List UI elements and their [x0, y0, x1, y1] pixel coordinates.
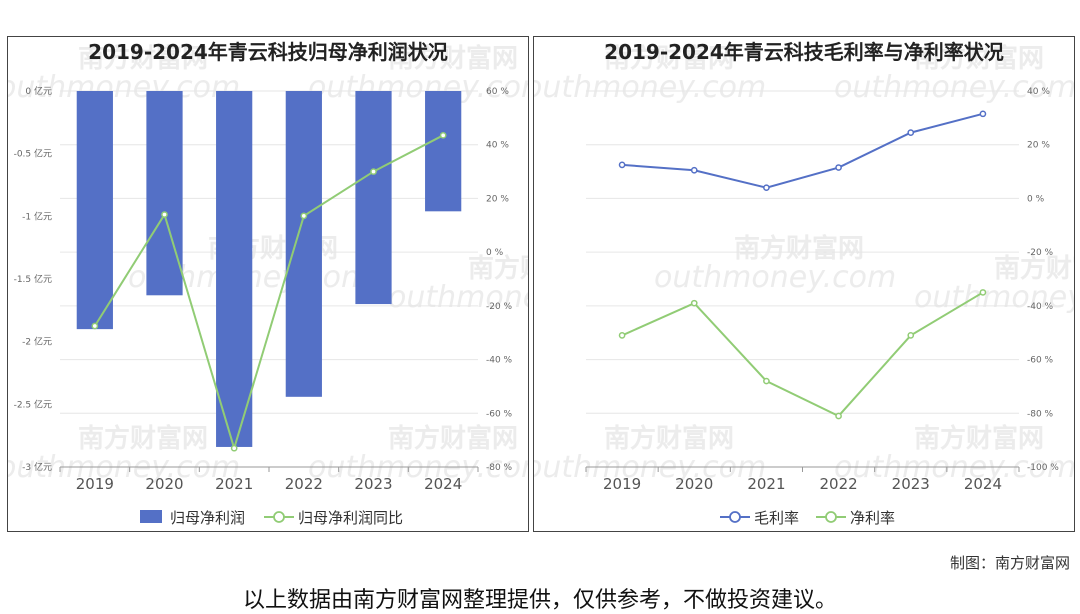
right-axis-tick-label: 20 %: [1027, 141, 1050, 151]
left-axis-tick-label: 0 亿元: [25, 85, 52, 97]
x-axis-tick-label: 2023: [892, 475, 930, 493]
watermark-cn: 南方财富网: [994, 253, 1074, 284]
watermark-en: outhmoney.com: [914, 280, 1074, 315]
watermark-cn: 南方财富网: [468, 253, 528, 284]
watermark-cn: 南方财富网: [604, 423, 734, 454]
data-point-归母净利润同比-2022: [300, 212, 308, 220]
left-axis-tick-label: -0.5 亿元: [14, 148, 52, 160]
legend-swatch-归母净利润: [140, 510, 162, 523]
data-point-毛利率-2024: [979, 110, 987, 118]
data-point-毛利率-2023: [907, 129, 915, 136]
right-axis-tick-label: -40 %: [1027, 302, 1054, 312]
data-point-归母净利润同比-2021: [230, 444, 238, 452]
data-point-净利率-2023: [907, 332, 915, 339]
x-axis-tick-label: 2024: [424, 475, 462, 493]
watermark-cn: 南方财富网: [388, 423, 518, 454]
data-point-毛利率-2020: [690, 166, 698, 174]
right-axis-tick-label: 20 %: [486, 194, 509, 204]
series-line-净利率: [621, 291, 984, 418]
watermark-en: outhmoney.com: [308, 70, 528, 105]
net-profit-chart: 南方财富网outhmoney.com南方财富网outhmoney.com南方财富…: [8, 40, 528, 527]
chart-title: 2019-2024年青云科技归母净利润状况: [88, 40, 448, 64]
legend-marker-净利率: [825, 511, 837, 523]
right-axis-tick-label: -80 %: [486, 463, 513, 473]
watermark-en: outhmoney.com: [834, 70, 1074, 105]
series-line-归母净利润同比: [93, 134, 444, 452]
watermark-en: outhmoney.com: [388, 280, 528, 315]
chart-credit: 制图：南方财富网: [949, 554, 1070, 572]
bar-2022: [285, 91, 322, 397]
series-line-毛利率: [622, 112, 984, 189]
right-axis-tick-label: -60 %: [486, 409, 513, 419]
watermark-cn: 南方财富网: [604, 43, 734, 74]
watermark-en: outhmoney.com: [8, 70, 240, 105]
watermark-cn: 南方财富网: [914, 423, 1044, 454]
left-axis-tick-label: -1 亿元: [22, 210, 52, 222]
right-axis-tick-label: 40 %: [1027, 87, 1050, 97]
right-axis-tick-label: -80 %: [1027, 409, 1054, 419]
data-point-归母净利润同比-2019: [91, 322, 99, 330]
x-axis-tick-label: 2022: [285, 475, 323, 493]
bar-2020: [146, 91, 183, 296]
x-axis-tick-label: 2023: [354, 475, 392, 493]
bar-2024: [425, 91, 462, 212]
right-axis-tick-label: -20 %: [486, 302, 513, 312]
x-axis-tick-label: 2024: [964, 475, 1002, 493]
data-point-归母净利润同比-2024: [439, 131, 447, 139]
x-axis-tick-label: 2019: [76, 475, 114, 493]
bar-2021: [216, 91, 253, 447]
watermark-cn: 南方财富网: [734, 233, 864, 264]
x-axis-tick-label: 2020: [145, 475, 183, 493]
left-axis-tick-label: -2 亿元: [22, 336, 52, 348]
left-axis-tick-label: -3 亿元: [22, 461, 52, 473]
data-point-净利率-2024: [979, 289, 987, 296]
right-axis-tick-label: 60 %: [486, 87, 509, 97]
data-point-毛利率-2022: [835, 164, 842, 171]
right-axis-tick-label: 40 %: [486, 141, 509, 151]
data-point-净利率-2022: [835, 412, 842, 420]
data-point-净利率-2020: [690, 299, 698, 307]
chart-panel-margins: 南方财富网 outhmoney.com 南方财富网 outhmoney.com 南方财富…: [533, 36, 1075, 532]
data-point-毛利率-2019: [618, 161, 626, 169]
legend-label-毛利率: 毛利率: [754, 509, 799, 527]
data-point-净利率-2019: [618, 332, 626, 339]
legend-label-归母净利润同比: 归母净利润同比: [298, 509, 403, 527]
data-point-毛利率-2021: [763, 184, 770, 192]
x-axis-tick-label: 2019: [603, 475, 641, 493]
right-axis-tick-label: 0 %: [1027, 194, 1045, 204]
data-point-归母净利润同比-2023: [370, 168, 377, 175]
disclaimer-text: 以上数据由南方财富网整理提供，仅供参考，不做投资建议。: [242, 588, 837, 613]
x-axis-tick-label: 2020: [675, 475, 713, 493]
legend-label-净利率: 净利率: [850, 509, 895, 527]
bar-2019: [76, 91, 113, 330]
data-point-净利率-2021: [763, 377, 770, 385]
data-point-归母净利润同比-2020: [161, 211, 168, 218]
x-axis-tick-label: 2021: [215, 475, 253, 493]
watermark-cn: 南方财富网: [78, 423, 208, 454]
left-axis-tick-label: -2.5 亿元: [14, 398, 52, 410]
left-axis-tick-label: -1.5 亿元: [14, 273, 52, 285]
chart-panel-net-profit: 南方财富网 outhmoney.com 南方财富网 outhmoney.com 南方财富…: [7, 36, 529, 532]
legend-label-归母净利润: 归母净利润: [170, 509, 245, 527]
chart-title: 2019-2024年青云科技毛利率与净利率状况: [604, 40, 1004, 64]
watermark-cn: 南方财富网: [914, 43, 1044, 74]
right-axis-tick-label: -20 %: [1027, 248, 1054, 258]
watermark-en: outhmoney.com: [654, 260, 896, 295]
right-axis-tick-label: -60 %: [1027, 356, 1054, 366]
right-axis-tick-label: -40 %: [486, 356, 513, 366]
watermark-cn: 南方财富网: [78, 43, 208, 74]
x-axis-tick-label: 2021: [747, 475, 785, 493]
right-axis-tick-label: -100 %: [1027, 463, 1059, 473]
watermark-en: outhmoney.com: [534, 70, 766, 105]
right-axis-tick-label: 0 %: [486, 248, 504, 258]
legend-marker-归母净利润同比: [273, 511, 285, 523]
legend-marker-毛利率: [729, 511, 741, 523]
watermark-cn: 南方财富网: [388, 43, 518, 74]
bar-2023: [355, 91, 392, 305]
margin-chart: 南方财富网outhmoney.com南方财富网outhmoney.com南方财富…: [534, 40, 1074, 527]
x-axis-tick-label: 2022: [819, 475, 857, 493]
